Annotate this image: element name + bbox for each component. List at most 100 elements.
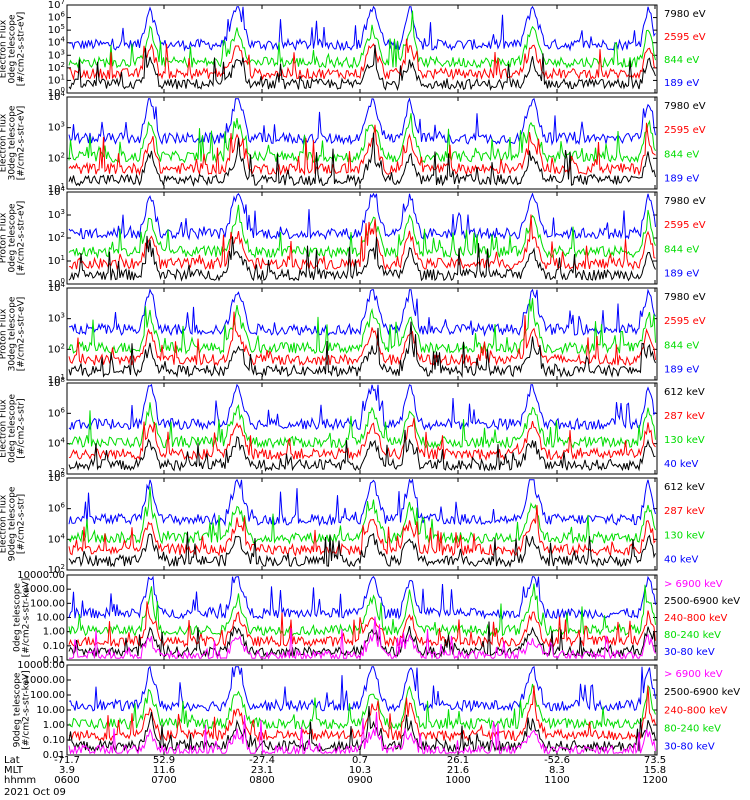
y-tick-label: 101 [48,254,65,267]
x-tick-label-lat: -71.7 [54,755,80,766]
legend-entry: 2500-6900 keV [664,596,740,607]
x-tick-label-hhmm: 1100 [544,775,569,786]
legend-entry: 189 eV [664,78,699,89]
y-tick-label: 0.10 [43,735,65,746]
y-tick-label: 104 [48,532,66,545]
series-line [68,235,656,282]
y-axis-label: MEPEDElectron Flux90deg telescope[#/cm2-… [0,486,27,561]
x-tick-label-lat: 52.9 [153,755,175,766]
legend-entry: 80-240 keV [664,630,721,641]
x-tick-label-hhmm: 0900 [347,775,372,786]
legend-entry: 40 keV [664,459,698,470]
y-tick-label: 1000.00 [24,584,65,595]
legend-entry: 7980 eV [664,292,706,303]
y-tick-label: 0.10 [43,641,65,652]
y-axis-label: 90deg telescope[#/cm2-s-str-keV] [13,670,32,749]
panel-2: 101102103104TEDElectron Flux30deg telesc… [0,90,706,195]
legend-entry: 844 eV [664,244,699,255]
flux-traces [68,98,656,187]
y-tick-label: 100.00 [30,598,65,609]
legend-entry: 612 keV [664,387,705,398]
plot-frame [66,287,658,381]
legend-entry: 2500-6900 keV [664,687,740,698]
y-axis-label: 0deg telescope[#/cm2-s-str-keV] [13,578,32,657]
plot-frame [66,477,658,571]
legend-entry: 130 keV [664,530,705,541]
flux-traces [68,384,656,472]
y-tick-label: 0.01 [43,655,65,666]
legend-entry: 2595 eV [664,316,706,327]
x-tick-label-hhmm: 0800 [249,775,274,786]
y-tick-label: 0.01 [43,750,65,761]
y-tick-label: 103 [48,48,65,61]
y-tick-label: 10000.00 [17,570,65,581]
y-tick-label: 102 [48,61,65,74]
y-axis-label: TEDElectron Flux30deg telescope[#/cm2-s-… [0,105,27,180]
y-tick-label: 104 [48,185,66,198]
series-line [68,683,656,731]
series-line [68,402,656,450]
x-tick-label-mlt: 11.6 [153,765,175,776]
series-line [68,666,656,713]
row-label-mlt: MLT [4,765,24,776]
series-line [68,621,656,659]
series-line [68,601,656,648]
panel-4: 101102103104TEDProton Flux30deg telescop… [0,281,706,386]
x-tick-label-hhmm: 1200 [642,775,667,786]
y-axis-label: TEDElectron Flux0deg telescope[#/cm2-s-s… [0,12,27,87]
panel-6: 102104106108MEPEDElectron Flux90deg tele… [0,471,705,576]
x-tick-label-lat: -27.4 [249,755,275,766]
legend-entry: 2595 eV [664,220,706,231]
x-tick-label-lat: 26.1 [447,755,469,766]
y-axis-label: TEDProton Flux30deg telescope[#/cm2-s-st… [0,296,27,371]
flux-traces [68,289,656,378]
row-label-hhmm: hhmm [4,775,36,786]
y-axis-label: TEDProton Flux0deg telescope[#/cm2-s-str… [0,201,27,276]
x-tick-label-mlt: 15.8 [644,765,666,776]
legend-entry: 7980 eV [664,9,706,20]
series-line [68,429,656,472]
plot-frame [66,382,658,475]
series-line [68,417,656,461]
legend-entry: 7980 eV [664,101,706,112]
x-tick-label-lat: 0.7 [352,755,368,766]
panel-3: 100101102103104TEDProton Flux0deg telesc… [0,185,706,290]
x-tick-label-mlt: 23.1 [251,765,273,776]
series-line [68,298,656,356]
row-label-lat: Lat [4,755,20,766]
y-tick-label: 10.00 [36,613,65,624]
legend-entry: 40 keV [664,555,698,566]
y-tick-label: 101 [48,73,65,86]
series-line [68,486,656,545]
panel-7: 0.01 0.10 1.00 10.00 100.00 1000.00 10000.000d… [13,570,741,666]
flux-traces [68,666,656,754]
x-tick-label-hhmm: 0700 [151,775,176,786]
legend-entry: 189 eV [664,174,699,185]
series-line [68,38,656,81]
series-line [68,576,656,620]
y-tick-label: 10000.00 [17,660,65,671]
y-tick-label: 100.00 [30,690,65,701]
y-tick-label: 108 [48,471,65,484]
series-line [68,583,656,638]
y-tick-label: 105 [48,23,65,36]
series-line [68,479,656,527]
legend-entry: 844 eV [664,340,699,351]
legend-entry: 2595 eV [664,32,706,43]
series-line [68,321,656,378]
y-tick-label: 104 [48,281,66,294]
y-tick-label: 102 [48,342,65,355]
series-line [68,44,656,92]
panel-5: 102104106108MEPEDElectron Flux0deg teles… [0,376,705,480]
x-tick-label-mlt: 10.3 [349,765,371,776]
legend-entry: 844 eV [664,149,699,160]
y-tick-label: 106 [48,502,66,515]
series-line [68,10,656,69]
legend-entry: 2595 eV [664,125,706,136]
y-tick-label: 104 [48,437,66,450]
legend-entry: 30-80 keV [664,742,715,753]
legend-entry: 287 keV [664,411,705,422]
x-tick-label-hhmm: 1000 [445,775,470,786]
legend-entry: 7980 eV [664,196,706,207]
